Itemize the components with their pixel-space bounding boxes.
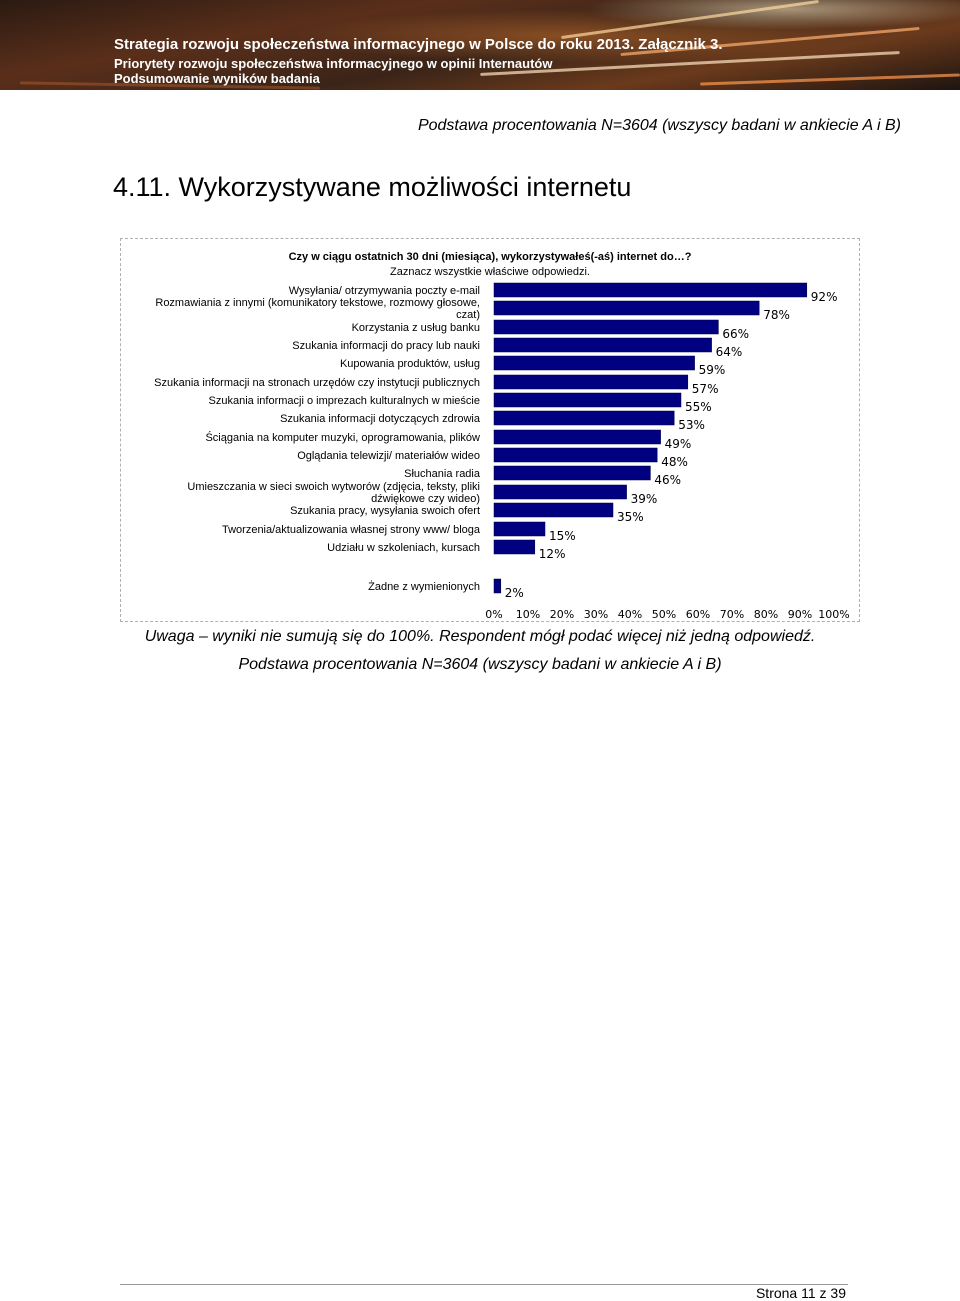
x-tick-label: 10% xyxy=(516,608,540,621)
document-section: Podsumowanie wyników badania xyxy=(114,71,320,86)
header-banner: Strategia rozwoju społeczeństwa informac… xyxy=(0,0,960,90)
bar xyxy=(493,282,808,298)
value-label: 66% xyxy=(722,327,749,341)
bar xyxy=(493,465,651,481)
x-tick-label: 80% xyxy=(754,608,778,621)
category-label: Szukania informacji dotyczących zdrowia xyxy=(280,413,481,425)
bar xyxy=(493,521,546,537)
document-title: Strategia rozwoju społeczeństwa informac… xyxy=(114,36,723,53)
value-label: 78% xyxy=(763,308,790,322)
category-label: Umieszczania w sieci swoich wytworów (zd… xyxy=(187,481,480,493)
bar xyxy=(493,319,719,335)
value-label: 46% xyxy=(654,473,681,487)
category-label: Szukania informacji na stronach urzędów … xyxy=(154,377,480,389)
category-label: dźwiękowe czy wideo) xyxy=(371,493,480,505)
page-number: Strona 11 z 39 xyxy=(755,1285,846,1301)
category-label: Rozmawiania z innymi (komunikatory tekst… xyxy=(155,297,480,309)
bar-chart: Wysyłania/ otrzymywania poczty e-mailRoz… xyxy=(154,282,850,621)
document-subtitle: Priorytety rozwoju społeczeństwa informa… xyxy=(114,56,553,71)
results-note: Uwaga – wyniki nie sumują się do 100%. R… xyxy=(144,628,816,645)
value-label: 53% xyxy=(678,418,705,432)
category-label: Tworzenia/aktualizowania własnej strony … xyxy=(222,524,481,536)
bar xyxy=(493,355,695,371)
category-label: Kupowania produktów, usług xyxy=(340,358,480,370)
category-label: Korzystania z usług banku xyxy=(352,322,480,334)
value-label: 57% xyxy=(692,382,719,396)
value-label: 92% xyxy=(811,290,838,304)
bar xyxy=(493,337,712,353)
value-labels: 92% 78% 66% 64% 59% 57% 55% 53% 49% 48% 46% 39% 35% 1… xyxy=(505,290,838,600)
category-label: Ściągania na komputer muzyki, oprogramow… xyxy=(205,431,480,444)
category-label: Oglądania telewizji/ materiałów wideo xyxy=(297,450,480,462)
bar xyxy=(493,392,682,408)
x-tick-label: 90% xyxy=(788,608,812,621)
value-label: 35% xyxy=(617,510,644,524)
bar xyxy=(493,539,536,555)
value-label: 48% xyxy=(661,455,688,469)
survey-question: Czy w ciągu ostatnich 30 dni (miesiąca),… xyxy=(288,251,692,263)
x-tick-label: 60% xyxy=(686,608,710,621)
footer-divider xyxy=(120,1284,848,1285)
x-tick-label: 50% xyxy=(652,608,676,621)
x-axis-ticks: 0% 10% 20% 30% 40% 50% 60% 70% 80% 90% 100% xyxy=(485,608,849,621)
x-tick-label: 40% xyxy=(618,608,642,621)
value-label: 2% xyxy=(505,586,524,600)
bar xyxy=(493,578,502,594)
category-label: Szukania pracy, wysyłania swoich ofert xyxy=(290,505,480,517)
bar xyxy=(493,447,658,463)
value-label: 15% xyxy=(549,529,576,543)
bar xyxy=(493,300,760,316)
x-tick-label: 100% xyxy=(818,608,849,621)
category-label: czat) xyxy=(456,309,480,321)
bar xyxy=(493,429,661,445)
bar xyxy=(493,374,689,390)
value-label: 59% xyxy=(699,363,726,377)
value-label: 55% xyxy=(685,400,712,414)
value-label: 49% xyxy=(665,437,692,451)
category-label: Szukania informacji o imprezach kultural… xyxy=(209,395,480,407)
survey-instruction: Zaznacz wszystkie właściwe odpowiedzi. xyxy=(390,266,590,278)
percentage-basis-bottom: Podstawa procentowania N=3604 (wszyscy b… xyxy=(238,656,722,673)
value-label: 64% xyxy=(716,345,743,359)
category-label: Żadne z wymienionych xyxy=(368,580,480,593)
bar xyxy=(493,484,627,500)
value-label: 39% xyxy=(631,492,658,506)
x-tick-label: 30% xyxy=(584,608,608,621)
category-label: Słuchania radia xyxy=(404,468,481,480)
x-tick-label: 20% xyxy=(550,608,574,621)
category-label: Szukania informacji do pracy lub nauki xyxy=(292,340,480,352)
value-label: 12% xyxy=(539,547,566,561)
x-tick-label: 0% xyxy=(485,608,502,621)
section-title: 4.11. Wykorzystywane możliwości internet… xyxy=(113,172,632,202)
category-label: Wysyłania/ otrzymywania poczty e-mail xyxy=(289,285,480,297)
x-tick-label: 70% xyxy=(720,608,744,621)
category-labels: Wysyłania/ otrzymywania poczty e-mailRoz… xyxy=(154,285,481,593)
chart-frame xyxy=(120,238,860,622)
bar xyxy=(493,410,675,426)
category-label: Udziału w szkoleniach, kursach xyxy=(327,542,480,554)
bars xyxy=(493,282,808,594)
bar xyxy=(493,502,614,518)
percentage-basis-top: Podstawa procentowania N=3604 (wszyscy b… xyxy=(417,117,901,134)
